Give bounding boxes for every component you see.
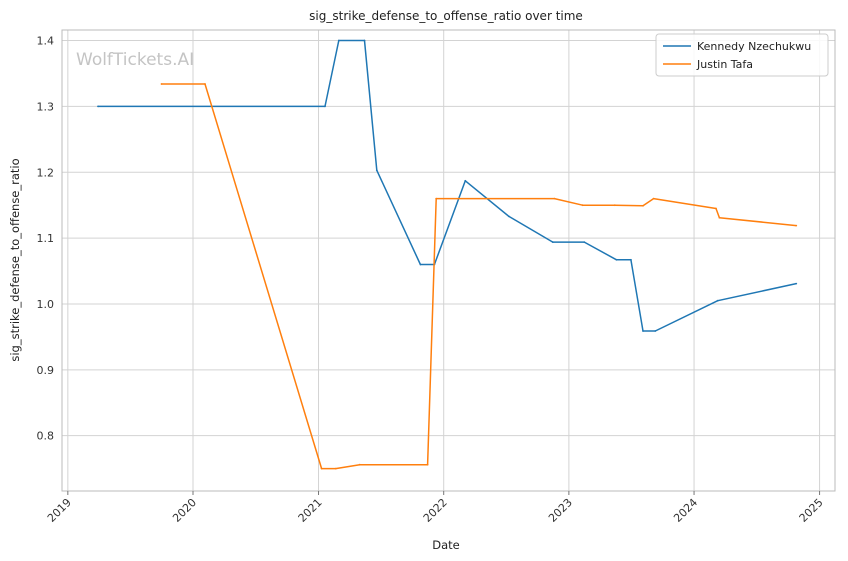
x-tick-label: 2025 — [797, 496, 826, 525]
series-layer — [97, 39, 798, 470]
data-point — [795, 282, 798, 285]
x-tick-label: 2020 — [170, 496, 199, 525]
y-tick-label: 1.4 — [37, 35, 55, 48]
data-point — [464, 179, 467, 182]
legend-label-2: Justin Tafa — [696, 58, 753, 71]
x-tick-label: 2024 — [671, 496, 700, 525]
data-point — [324, 105, 326, 108]
data-point — [715, 207, 717, 210]
x-tick-label: 2022 — [421, 496, 450, 525]
data-point — [551, 241, 554, 244]
data-point — [718, 216, 721, 219]
data-point — [716, 299, 719, 302]
data-point — [426, 463, 429, 466]
legend-box — [655, 33, 829, 77]
data-point — [613, 204, 616, 207]
y-tick-label: 1.1 — [37, 232, 55, 245]
y-tick-label: 1.0 — [37, 298, 55, 311]
data-point — [630, 258, 632, 261]
legend-label-1: Kennedy Nzechukwu — [697, 40, 811, 53]
y-tick-label: 0.8 — [37, 430, 55, 443]
x-tick-labels: 2019 2020 2021 2022 2023 2024 2025 — [45, 491, 826, 525]
data-point — [642, 330, 644, 332]
data-point — [363, 39, 366, 42]
y-tick-label: 1.2 — [37, 166, 55, 179]
watermark: WolfTickets.AI — [76, 50, 194, 70]
data-point — [581, 204, 584, 207]
data-point — [435, 197, 438, 200]
data-point — [642, 204, 644, 207]
data-point — [375, 169, 378, 172]
y-tick-label: 1.3 — [37, 100, 55, 113]
data-point — [553, 197, 556, 200]
y-tick-label: 0.9 — [37, 364, 55, 377]
data-point — [508, 215, 510, 218]
grid — [62, 30, 835, 491]
data-point — [160, 83, 163, 85]
data-point — [795, 224, 798, 227]
data-point — [419, 263, 422, 266]
plot-frame — [61, 29, 836, 492]
y-tick-labels: 0.8 0.9 1.0 1.1 1.2 1.3 1.4 — [37, 35, 55, 443]
data-point — [204, 83, 206, 85]
data-point — [615, 258, 618, 261]
data-point — [334, 467, 337, 470]
legend: Kennedy Nzechukwu Justin Tafa — [655, 33, 829, 77]
x-tick-label: 2023 — [546, 496, 575, 525]
x-tick-label: 2021 — [296, 496, 325, 525]
y-axis-label: sig_strike_defense_to_offense_ratio — [8, 158, 22, 361]
data-point — [337, 39, 340, 42]
chart-title: sig_strike_defense_to_offense_ratio over… — [309, 9, 583, 23]
data-point — [654, 330, 657, 332]
data-point — [97, 105, 99, 108]
x-axis-label: Date — [432, 538, 460, 552]
data-point — [358, 463, 361, 466]
data-point — [583, 241, 586, 244]
series-line-2 — [161, 83, 797, 470]
data-point — [652, 197, 655, 200]
x-tick-label: 2019 — [45, 496, 74, 525]
data-point — [320, 467, 323, 470]
